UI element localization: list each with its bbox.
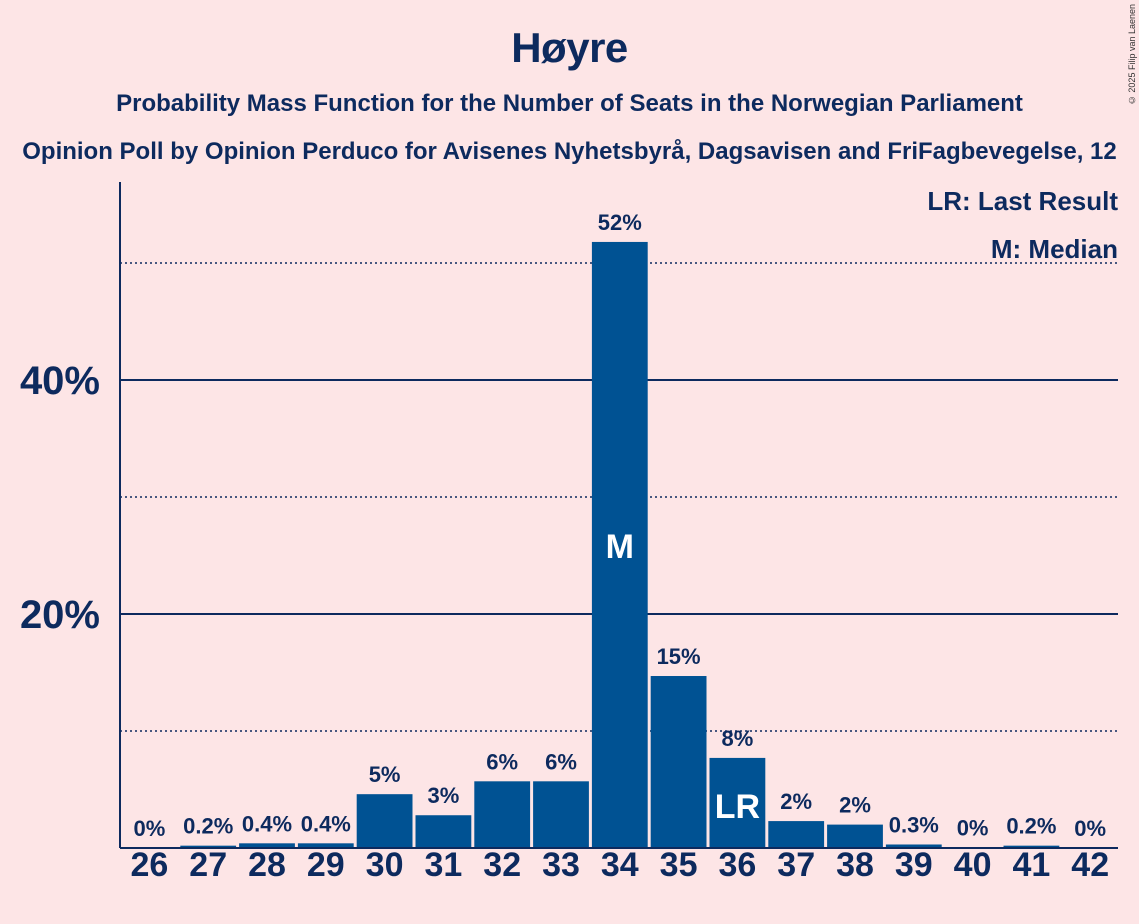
- data-label-26: 0%: [134, 816, 166, 841]
- data-label-32: 6%: [486, 749, 518, 774]
- data-label-34: 52%: [598, 210, 642, 235]
- median-marker: M: [606, 528, 634, 566]
- bar-35: [650, 676, 707, 848]
- x-tick-label-33: 33: [542, 846, 580, 884]
- data-label-27: 0.2%: [183, 814, 233, 839]
- x-tick-label-38: 38: [836, 846, 874, 884]
- data-label-31: 3%: [428, 783, 460, 808]
- x-tick-label-39: 39: [895, 846, 933, 884]
- legend-last-result: LR: Last Result: [927, 186, 1118, 216]
- data-label-29: 0.4%: [301, 811, 351, 836]
- x-tick-label-32: 32: [483, 846, 521, 884]
- bar-36: [709, 757, 766, 848]
- x-tick-label-31: 31: [424, 846, 462, 884]
- bar-30: [356, 794, 413, 848]
- x-tick-label-42: 42: [1071, 846, 1109, 884]
- x-tick-label-27: 27: [189, 846, 227, 884]
- data-label-39: 0.3%: [889, 812, 939, 837]
- x-tick-label-36: 36: [718, 846, 756, 884]
- bar-41: [1003, 845, 1060, 848]
- bar-31: [415, 815, 472, 848]
- bar-29: [297, 843, 354, 848]
- data-label-28: 0.4%: [242, 811, 292, 836]
- x-tick-label-34: 34: [601, 846, 639, 884]
- data-label-41: 0.2%: [1006, 814, 1056, 839]
- bar-39: [885, 844, 942, 848]
- legend-median: M: Median: [990, 234, 1118, 264]
- y-tick-label-40: 40%: [20, 359, 100, 403]
- bar-33: [533, 781, 589, 848]
- data-label-35: 15%: [657, 644, 701, 669]
- data-label-42: 0%: [1074, 816, 1106, 841]
- last-result-marker: LR: [715, 788, 760, 826]
- data-label-36: 8%: [722, 726, 754, 751]
- bar-34: [591, 241, 648, 848]
- y-tick-label-20: 20%: [20, 593, 100, 637]
- x-tick-label-41: 41: [1012, 846, 1050, 884]
- chart-subtitle-poll: Opinion Poll by Opinion Perduco for Avis…: [22, 138, 1117, 165]
- data-label-38: 2%: [839, 793, 871, 818]
- x-tick-label-28: 28: [248, 846, 286, 884]
- bar-37: [768, 821, 825, 848]
- data-label-30: 5%: [369, 762, 401, 787]
- bar-38: [827, 824, 883, 848]
- bar-28: [239, 843, 295, 848]
- x-tick-label-40: 40: [954, 846, 992, 884]
- data-label-37: 2%: [780, 789, 812, 814]
- data-label-33: 6%: [545, 749, 577, 774]
- data-label-40: 0%: [957, 815, 989, 840]
- bar-27: [180, 845, 237, 848]
- x-tick-label-26: 26: [130, 846, 168, 884]
- chart-title: Høyre: [511, 24, 628, 71]
- x-tick-label-37: 37: [777, 846, 815, 884]
- x-tick-label-35: 35: [660, 846, 698, 884]
- bar-32: [474, 781, 531, 848]
- chart-subtitle: Probability Mass Function for the Number…: [116, 90, 1023, 117]
- x-tick-label-29: 29: [307, 846, 345, 884]
- x-tick-label-30: 30: [366, 846, 404, 884]
